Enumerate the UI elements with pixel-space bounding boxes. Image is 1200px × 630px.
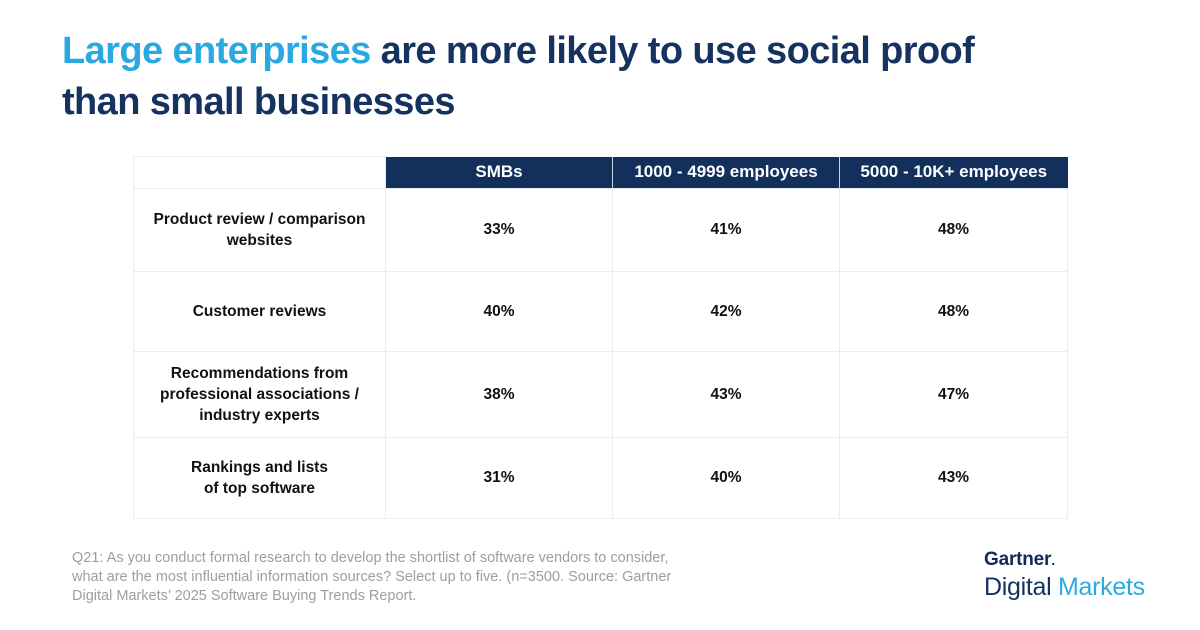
value-cell: 40% xyxy=(385,271,613,352)
value-cell: 31% xyxy=(385,437,613,519)
value-cell: 33% xyxy=(385,188,613,272)
value-cell: 41% xyxy=(612,188,840,272)
gartner-wordmark: Gartner. xyxy=(984,549,1055,570)
value-cell: 47% xyxy=(839,351,1068,438)
value-cell: 43% xyxy=(839,437,1068,519)
digital-markets-wordmark: Digital Markets xyxy=(984,573,1145,601)
page-title: Large enterprises are more likely to use… xyxy=(62,26,1142,128)
value-cell: 42% xyxy=(612,271,840,352)
table-row: Recommendations from professional associ… xyxy=(133,351,1068,438)
column-header-1000-4999: 1000 - 4999 employees xyxy=(612,156,840,189)
table-row: Customer reviews 40% 42% 48% xyxy=(133,271,1068,352)
row-label: Customer reviews xyxy=(133,271,386,352)
data-table: SMBs 1000 - 4999 employees 5000 - 10K+ e… xyxy=(133,156,1068,519)
row-label: Recommendations from professional associ… xyxy=(133,351,386,438)
value-cell: 48% xyxy=(839,188,1068,272)
column-header-empty xyxy=(133,156,386,189)
value-cell: 43% xyxy=(612,351,840,438)
gartner-digital-markets-logo: Gartner. Digital Markets xyxy=(984,549,1145,602)
value-cell: 38% xyxy=(385,351,613,438)
table-header-row: SMBs 1000 - 4999 employees 5000 - 10K+ e… xyxy=(133,156,1068,189)
column-header-smbs: SMBs xyxy=(385,156,613,189)
row-label: Product review / comparison websites xyxy=(133,188,386,272)
source-footnote: Q21: As you conduct formal research to d… xyxy=(72,550,672,604)
title-highlight: Large enterprises xyxy=(62,30,371,72)
row-label: Rankings and lists of top software xyxy=(133,437,386,519)
value-cell: 40% xyxy=(612,437,840,519)
title-rest: are more likely to use social proof than… xyxy=(62,30,975,123)
value-cell: 48% xyxy=(839,271,1068,352)
table-row: Product review / comparison websites 33%… xyxy=(133,188,1068,272)
table-row: Rankings and lists of top software 31% 4… xyxy=(133,437,1068,519)
logo-dot: . xyxy=(1051,552,1055,568)
column-header-5000-10k: 5000 - 10K+ employees xyxy=(839,156,1068,189)
